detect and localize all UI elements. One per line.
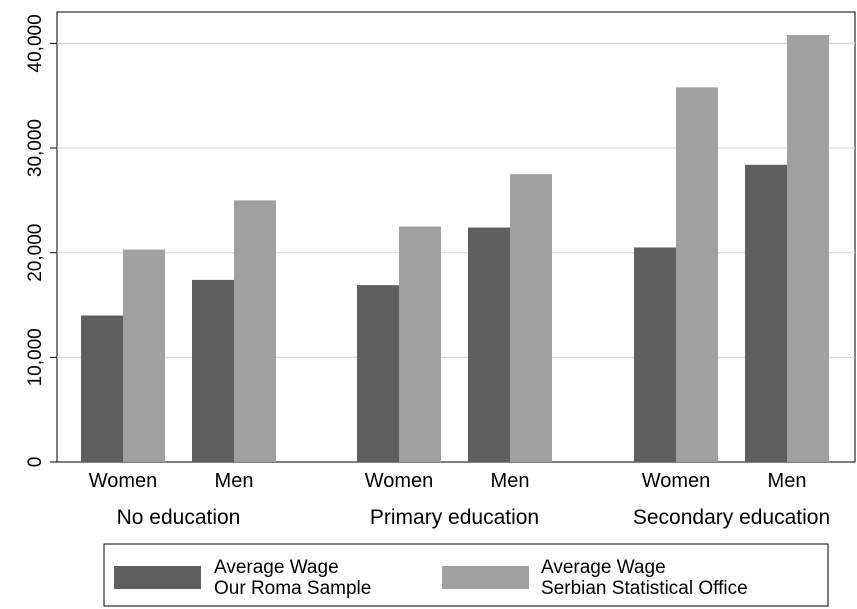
bar bbox=[510, 174, 552, 463]
bars bbox=[81, 35, 829, 463]
bar bbox=[634, 247, 676, 462]
bar bbox=[468, 227, 510, 462]
bar bbox=[81, 315, 123, 462]
x-tick-label: Women bbox=[89, 470, 158, 492]
x-tick-label: Women bbox=[365, 470, 434, 492]
legend-label: Average Wage bbox=[541, 557, 666, 578]
legend-key bbox=[114, 566, 201, 589]
x-group-label: Primary education bbox=[370, 506, 539, 529]
y-tick-label: 40,000 bbox=[25, 14, 46, 72]
x-group-label: Secondary education bbox=[633, 506, 830, 529]
y-axis: 0 10,000 20,000 30,000 40,000 bbox=[25, 14, 57, 467]
bar bbox=[787, 35, 829, 462]
x-tick-label: Men bbox=[215, 470, 254, 492]
x-tick-label: Women bbox=[642, 470, 711, 492]
x-axis: Women Men Women Men Women Men No education Prim… bbox=[89, 470, 830, 529]
legend-label: Serbian Statistical Office bbox=[541, 578, 748, 599]
y-tick-label: 20,000 bbox=[25, 224, 46, 282]
bar bbox=[192, 279, 234, 462]
legend-key bbox=[442, 566, 529, 589]
bar bbox=[123, 249, 165, 462]
x-tick-label: Men bbox=[768, 470, 807, 492]
x-tick-label: Men bbox=[491, 470, 530, 492]
bar bbox=[357, 285, 399, 462]
y-tick-label: 30,000 bbox=[25, 119, 46, 177]
bar bbox=[676, 87, 718, 462]
plot-frame bbox=[56, 11, 856, 463]
bar bbox=[745, 164, 787, 462]
y-tick-label: 0 bbox=[25, 457, 46, 468]
bar bbox=[399, 226, 441, 462]
x-group-label: No education bbox=[117, 506, 241, 529]
y-tick-label: 10,000 bbox=[25, 328, 46, 386]
bar bbox=[234, 200, 276, 463]
legend-label: Average Wage bbox=[214, 557, 339, 578]
legend-label: Our Roma Sample bbox=[214, 578, 371, 599]
gridlines bbox=[57, 42, 855, 358]
